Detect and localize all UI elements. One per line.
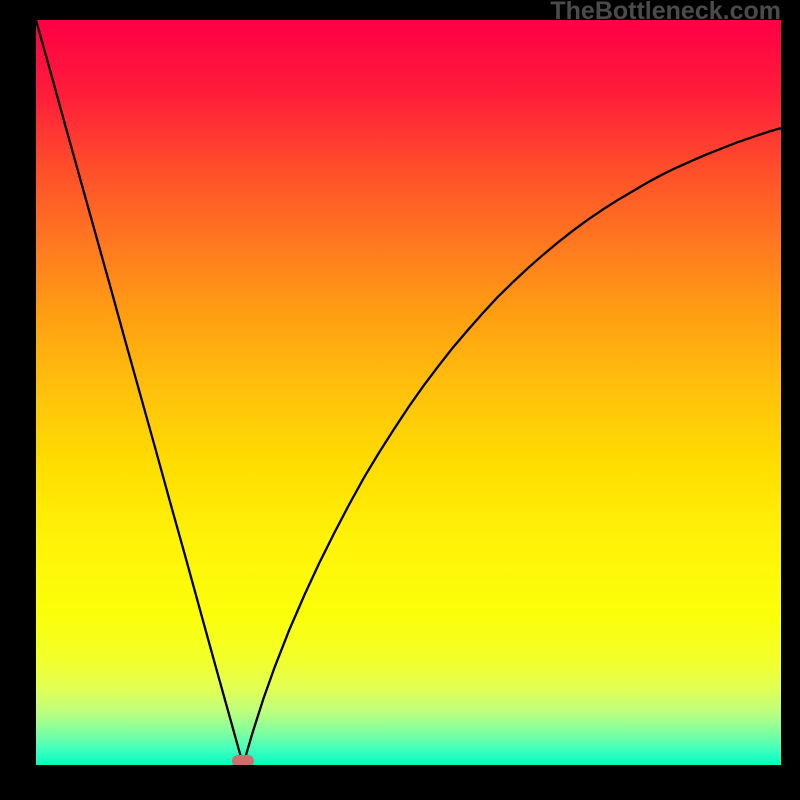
bottleneck-curve [36,20,781,765]
watermark-text: TheBottleneck.com [550,0,781,26]
plot-area [36,20,781,765]
optimal-point-marker [232,755,254,765]
chart-container: TheBottleneck.com [0,0,800,800]
